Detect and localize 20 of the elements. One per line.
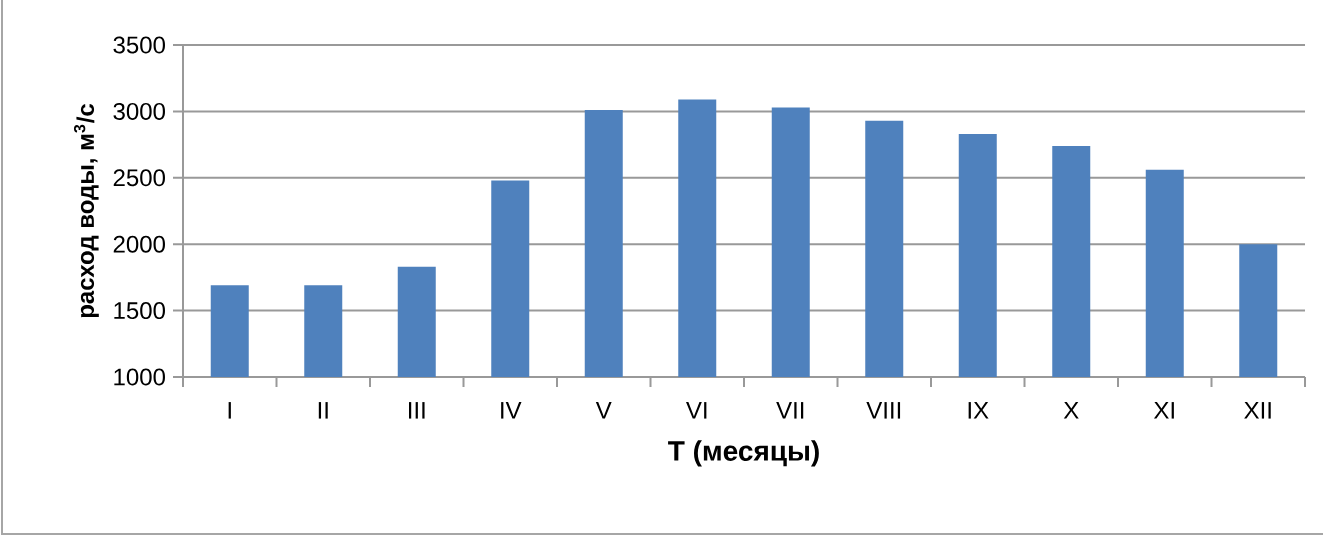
x-tick-label: II: [318, 402, 328, 419]
x-tick-label: XII: [1244, 402, 1271, 419]
y-tick-label: 3000: [113, 102, 165, 120]
y-tick-label: 2500: [113, 169, 165, 187]
y-tick-label: 3500: [113, 36, 165, 54]
x-tick-label: III: [408, 402, 425, 419]
x-tick-label: IV: [501, 402, 522, 419]
x-tick-label: IX: [968, 402, 989, 419]
x-tick-label: VII: [776, 402, 804, 419]
y-tick-label: 2000: [113, 235, 165, 253]
y-axis-title: расход воды, м$^{3}$/с: [73, 103, 99, 318]
x-axis-title: T (месяцы): [668, 440, 819, 467]
x-tick-label: VIII: [866, 402, 901, 419]
x-tick-label: V: [595, 402, 612, 419]
y-tick-label: 1500: [114, 302, 165, 320]
x-tick-label: XI: [1153, 402, 1174, 419]
x-tick-label: I: [228, 402, 231, 419]
x-tick-label: VI: [686, 402, 707, 419]
x-tick-label: X: [1063, 402, 1079, 419]
y-tick-label: 1000: [114, 368, 165, 386]
